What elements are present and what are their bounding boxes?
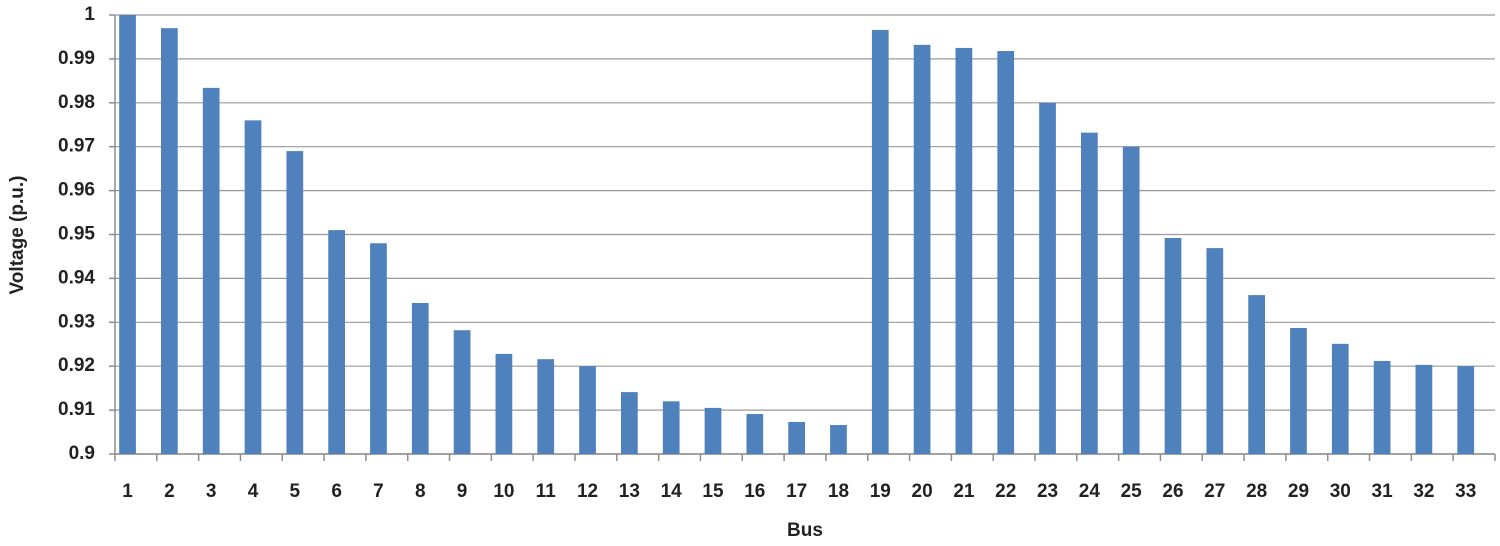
- bar: [119, 15, 136, 454]
- x-tick-label: 26: [1162, 481, 1183, 502]
- bar: [788, 421, 805, 454]
- x-tick-label: 9: [457, 481, 468, 502]
- bar: [1290, 328, 1307, 454]
- bar: [1081, 132, 1098, 455]
- bar: [453, 330, 471, 454]
- y-tick-label: 0.99: [58, 48, 95, 69]
- y-tick-label: 0.94: [58, 267, 95, 288]
- bar: [202, 87, 220, 455]
- x-tick-label: 8: [415, 481, 426, 502]
- x-tick-label: 10: [493, 481, 514, 502]
- bar: [495, 353, 513, 454]
- bar: [537, 359, 555, 454]
- x-tick-label: 23: [1037, 481, 1058, 502]
- y-tick-label: 1: [84, 4, 95, 25]
- x-tick-label: 1: [122, 481, 133, 502]
- bar: [1039, 102, 1056, 455]
- bar: [1415, 364, 1433, 454]
- bar: [1331, 343, 1349, 454]
- bar: [1164, 238, 1182, 454]
- x-tick-label: 22: [995, 481, 1016, 502]
- bar: [1248, 295, 1265, 454]
- y-tick-label: 0.92: [58, 355, 95, 376]
- bar: [955, 47, 973, 455]
- y-tick-label: 0.93: [58, 311, 95, 332]
- x-tick-label: 7: [373, 481, 384, 502]
- x-tick-label: 19: [870, 481, 891, 502]
- x-tick-label: 28: [1246, 481, 1267, 502]
- bar: [704, 407, 722, 454]
- x-tick-label: 18: [828, 481, 849, 502]
- x-tick-label: 29: [1288, 481, 1309, 502]
- bar: [1122, 146, 1140, 454]
- x-tick-label: 20: [912, 481, 933, 502]
- bar: [997, 50, 1015, 455]
- y-axis-label: Voltage (p.u.): [7, 176, 28, 295]
- x-tick-label: 21: [953, 481, 975, 502]
- y-tick-label: 0.98: [58, 92, 95, 113]
- x-tick-label: 6: [331, 481, 342, 502]
- bar: [579, 366, 596, 454]
- bar: [1206, 248, 1224, 454]
- bar: [1373, 360, 1391, 454]
- x-tick-label: 31: [1372, 481, 1394, 502]
- bar: [621, 392, 638, 454]
- y-tick-label: 0.96: [58, 180, 95, 201]
- bar: [913, 44, 931, 455]
- y-tick-label: 0.95: [58, 224, 95, 245]
- bar: [161, 28, 178, 454]
- bar: [370, 243, 387, 454]
- bar: [871, 29, 889, 455]
- x-tick-label: 11: [536, 481, 557, 502]
- bar: [830, 425, 847, 454]
- x-tick-label: 16: [744, 481, 765, 502]
- x-tick-label: 2: [164, 481, 175, 502]
- x-tick-label: 30: [1330, 481, 1351, 502]
- x-tick-label: 33: [1455, 481, 1476, 502]
- x-tick-label: 32: [1413, 481, 1434, 502]
- x-axis-label: Bus: [787, 520, 823, 541]
- y-tick-label: 0.91: [58, 399, 95, 420]
- x-tick-label: 4: [248, 481, 259, 502]
- x-tick-label: 12: [577, 481, 598, 502]
- y-tick-label: 0.9: [69, 443, 95, 464]
- bar: [328, 230, 345, 454]
- x-tick-label: 15: [702, 481, 724, 502]
- x-tick-label: 24: [1079, 481, 1101, 502]
- y-tick-label: 0.97: [58, 136, 95, 157]
- x-tick-label: 14: [661, 481, 683, 502]
- x-tick-label: 25: [1121, 481, 1143, 502]
- bar: [244, 120, 262, 455]
- x-tick-label: 13: [619, 481, 640, 502]
- x-tick-label: 3: [206, 481, 217, 502]
- x-tick-label: 5: [290, 481, 301, 502]
- bar: [662, 401, 680, 454]
- x-tick-label: 27: [1204, 481, 1225, 502]
- bar: [411, 302, 429, 454]
- bar: [1457, 366, 1475, 454]
- bar: [286, 151, 304, 454]
- x-tick-label: 17: [786, 481, 807, 502]
- bar: [746, 414, 764, 454]
